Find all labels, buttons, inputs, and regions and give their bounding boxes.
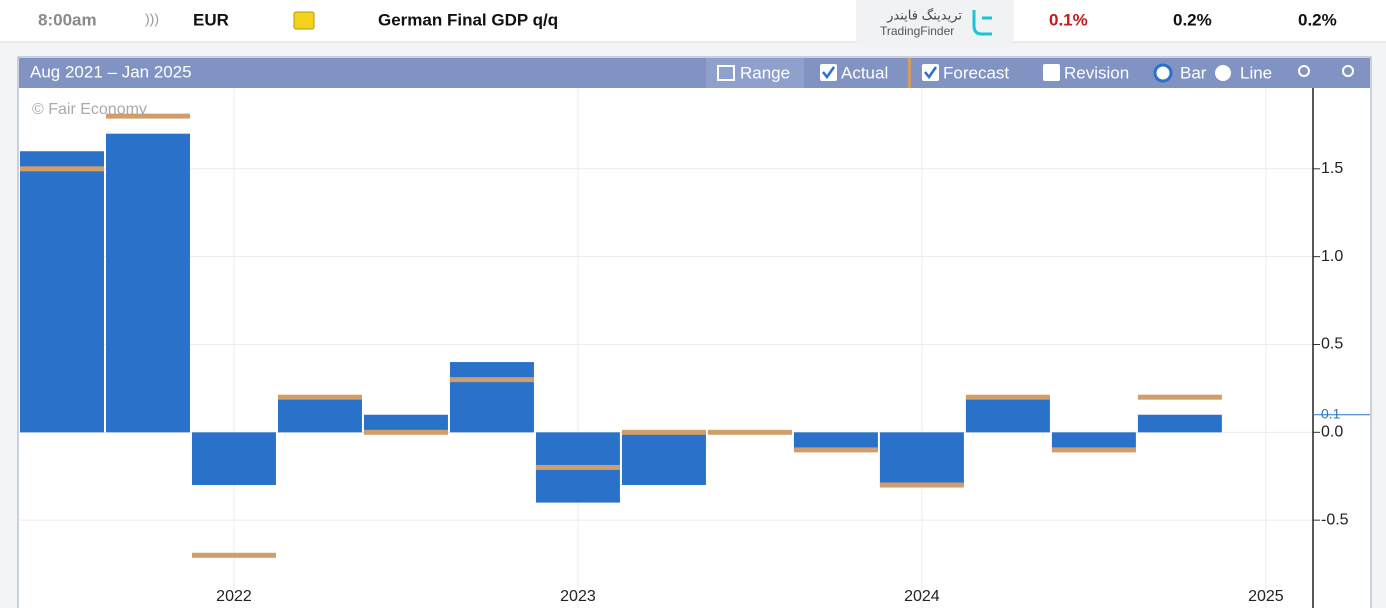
forecast-line <box>707 429 792 435</box>
check-mark <box>924 66 938 80</box>
forecast-line <box>535 464 620 470</box>
forecast-line <box>20 166 104 172</box>
y-tick-label: 1.0 <box>1321 248 1343 265</box>
forecast-line <box>621 429 706 435</box>
x-tick-label: 2023 <box>560 588 596 605</box>
revision-toggle[interactable]: Revision <box>1064 63 1129 82</box>
forecast-line <box>277 394 362 400</box>
forecast-line <box>105 113 190 119</box>
y-tick-label: 0.5 <box>1321 336 1343 353</box>
calendar-icon <box>717 65 735 81</box>
actual-bar <box>277 397 362 433</box>
actual-toggle[interactable]: Actual <box>841 63 888 82</box>
actual-bar <box>879 432 964 486</box>
range-button[interactable] <box>706 58 804 88</box>
watermark-en: TradingFinder <box>880 24 954 38</box>
bar-radio[interactable] <box>1153 63 1173 83</box>
chart-panel <box>17 56 1372 608</box>
x-tick-label: 2024 <box>904 588 940 605</box>
header-row <box>0 0 1386 42</box>
folder-icon[interactable] <box>293 11 315 30</box>
previous-value: 0.2% <box>1298 10 1337 29</box>
event-time: 8:00am <box>38 10 97 29</box>
zoom-in-icon[interactable] <box>1298 65 1310 77</box>
actual-bar <box>965 397 1050 433</box>
forecast-line <box>191 552 276 558</box>
forecast-line <box>363 429 448 435</box>
line-option[interactable]: Line <box>1240 63 1272 82</box>
toolbar <box>19 58 1370 88</box>
actual-bar <box>1137 414 1222 433</box>
actual-bar <box>20 151 104 433</box>
forecast-line <box>449 377 534 383</box>
actual-bar <box>1051 432 1136 450</box>
actual-bar <box>105 133 190 433</box>
actual-bar <box>621 432 706 486</box>
watermark-logo <box>972 10 992 36</box>
actual-bar <box>191 432 276 486</box>
currency: EUR <box>193 10 229 29</box>
forecast-toggle[interactable]: Forecast <box>943 63 1009 82</box>
revision-checkbox[interactable] <box>1043 64 1060 81</box>
forecast-swatch <box>908 58 911 88</box>
impact-icon: ))) <box>145 11 159 27</box>
watermark-fa: تریدینگ فایندر <box>886 7 962 23</box>
event-name[interactable]: German Final GDP q/q <box>378 10 558 29</box>
range-label[interactable]: Range <box>740 63 790 82</box>
forecast-line <box>965 394 1050 400</box>
bar-option[interactable]: Bar <box>1180 63 1207 82</box>
line-radio[interactable] <box>1215 65 1231 81</box>
value-marker-label: 0.1 <box>1321 405 1341 421</box>
check-mark <box>822 66 836 80</box>
forecast-line <box>879 482 964 488</box>
x-tick-label: 2022 <box>216 588 252 605</box>
y-tick-label: -0.5 <box>1321 511 1349 528</box>
y-tick-label: 1.5 <box>1321 160 1343 177</box>
credit: © Fair Economy <box>32 101 147 118</box>
forecast-line <box>1051 447 1136 453</box>
zoom-out-icon[interactable] <box>1342 65 1354 77</box>
actual-bar <box>363 414 448 433</box>
forecast-line <box>793 447 878 453</box>
forecast-value: 0.2% <box>1173 10 1212 29</box>
actual-bar <box>449 362 534 433</box>
forecast-line <box>1137 394 1222 400</box>
actual-value: 0.1% <box>1049 10 1088 29</box>
y-tick-label: 0.0 <box>1321 424 1343 441</box>
x-tick-label: 2025 <box>1248 588 1284 605</box>
date-range: Aug 2021 – Jan 2025 <box>30 62 192 81</box>
actual-bar <box>793 432 878 450</box>
plot: -0.5 0.0 0.5 1.0 1.5 2022 2023 2024 2025 0.1 <box>19 88 1370 608</box>
